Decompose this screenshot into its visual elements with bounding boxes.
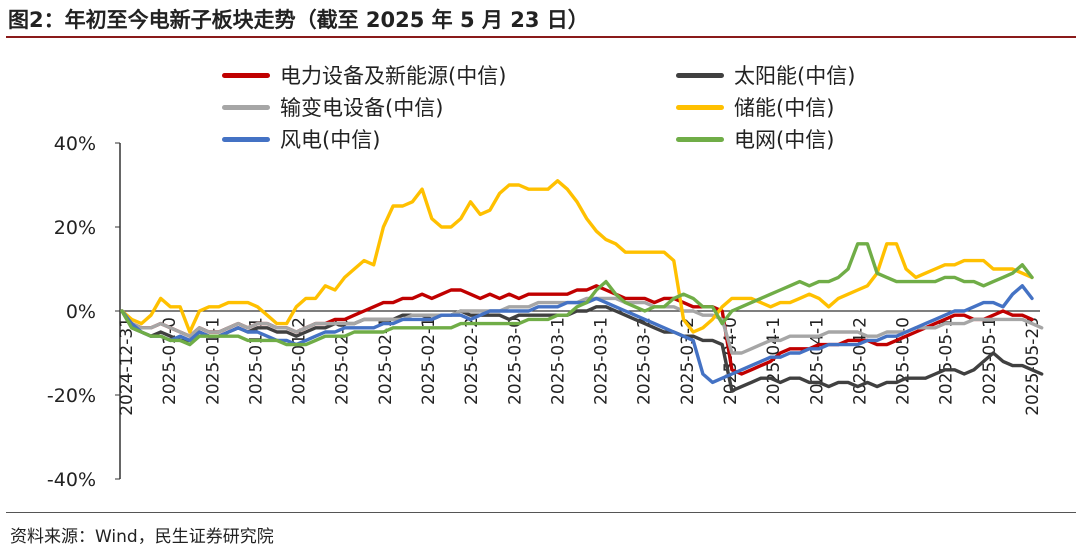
x-tick-label: 2025-04-2 bbox=[850, 317, 870, 405]
series-line bbox=[120, 296, 1044, 355]
source-note: 资料来源：Wind，民生证券研究院 bbox=[10, 527, 274, 547]
x-tick-label: 2025-05-1 bbox=[980, 317, 1000, 405]
legend-label: 电力设备及新能源(中信) bbox=[280, 64, 507, 88]
footer-divider bbox=[6, 512, 1076, 513]
series-line bbox=[120, 242, 1034, 347]
x-tick-label: 2025-01-1 bbox=[203, 317, 223, 405]
x-tick-label: 2025-02-1 bbox=[376, 317, 396, 405]
legend-label: 储能(中信) bbox=[734, 96, 835, 120]
legend-swatch bbox=[676, 136, 724, 142]
series-line bbox=[120, 305, 1044, 393]
series-line bbox=[120, 179, 1034, 334]
line-chart: 40%20%0%-20%-40%2024-12-31 2025-01-0 2025-… bbox=[47, 133, 1044, 491]
legend-item: 太阳能(中信) bbox=[676, 60, 855, 90]
x-tick-label: 2025-02-2 bbox=[462, 317, 482, 405]
legend-label: 电网(中信) bbox=[734, 128, 835, 152]
legend-item: 输变电设备(中信) bbox=[222, 92, 443, 122]
legend-item: 风电(中信) bbox=[222, 124, 380, 154]
x-tick-label: 2025-04-1 bbox=[807, 317, 827, 405]
legend-swatch bbox=[676, 104, 724, 110]
legend-label: 输变电设备(中信) bbox=[280, 96, 444, 120]
legend-swatch bbox=[676, 72, 724, 78]
x-tick-label: 2025-02-1 bbox=[419, 317, 439, 405]
legend-item: 电力设备及新能源(中信) bbox=[222, 60, 506, 90]
y-tick-label: 20% bbox=[54, 217, 96, 239]
x-tick-label: 2025-03-2 bbox=[635, 317, 655, 405]
chart-title: 图2：年初至今电新子板块走势（截至 2025 年 5 月 23 日） bbox=[8, 8, 589, 32]
y-tick-label: -20% bbox=[47, 385, 96, 407]
y-tick-label: 40% bbox=[54, 133, 96, 155]
x-tick-label: 2025-01-2 bbox=[290, 317, 310, 405]
x-tick-label: 2025-02-0 bbox=[333, 317, 353, 405]
legend-item: 储能(中信) bbox=[676, 92, 834, 122]
legend-item: 电网(中信) bbox=[676, 124, 834, 154]
x-tick-label: 2024-12-31 bbox=[117, 317, 137, 416]
x-tick-label: 2025-04-1 bbox=[764, 317, 784, 405]
y-tick-label: -40% bbox=[47, 469, 96, 491]
x-tick-label: 2025-05-1 bbox=[937, 317, 957, 405]
x-tick-label: 2025-03-1 bbox=[592, 317, 612, 405]
legend-label: 风电(中信) bbox=[280, 128, 381, 152]
legend-swatch bbox=[222, 136, 270, 142]
x-tick-label: 2025-05-23 bbox=[1023, 317, 1043, 416]
legend-swatch bbox=[222, 72, 270, 78]
y-tick-label: 0% bbox=[66, 301, 96, 323]
title-divider bbox=[6, 36, 1076, 38]
legend-label: 太阳能(中信) bbox=[734, 64, 856, 88]
legend-swatch bbox=[222, 104, 270, 110]
x-tick-label: 2025-03-1 bbox=[548, 317, 568, 405]
x-tick-label: 2025-03-0 bbox=[505, 317, 525, 405]
